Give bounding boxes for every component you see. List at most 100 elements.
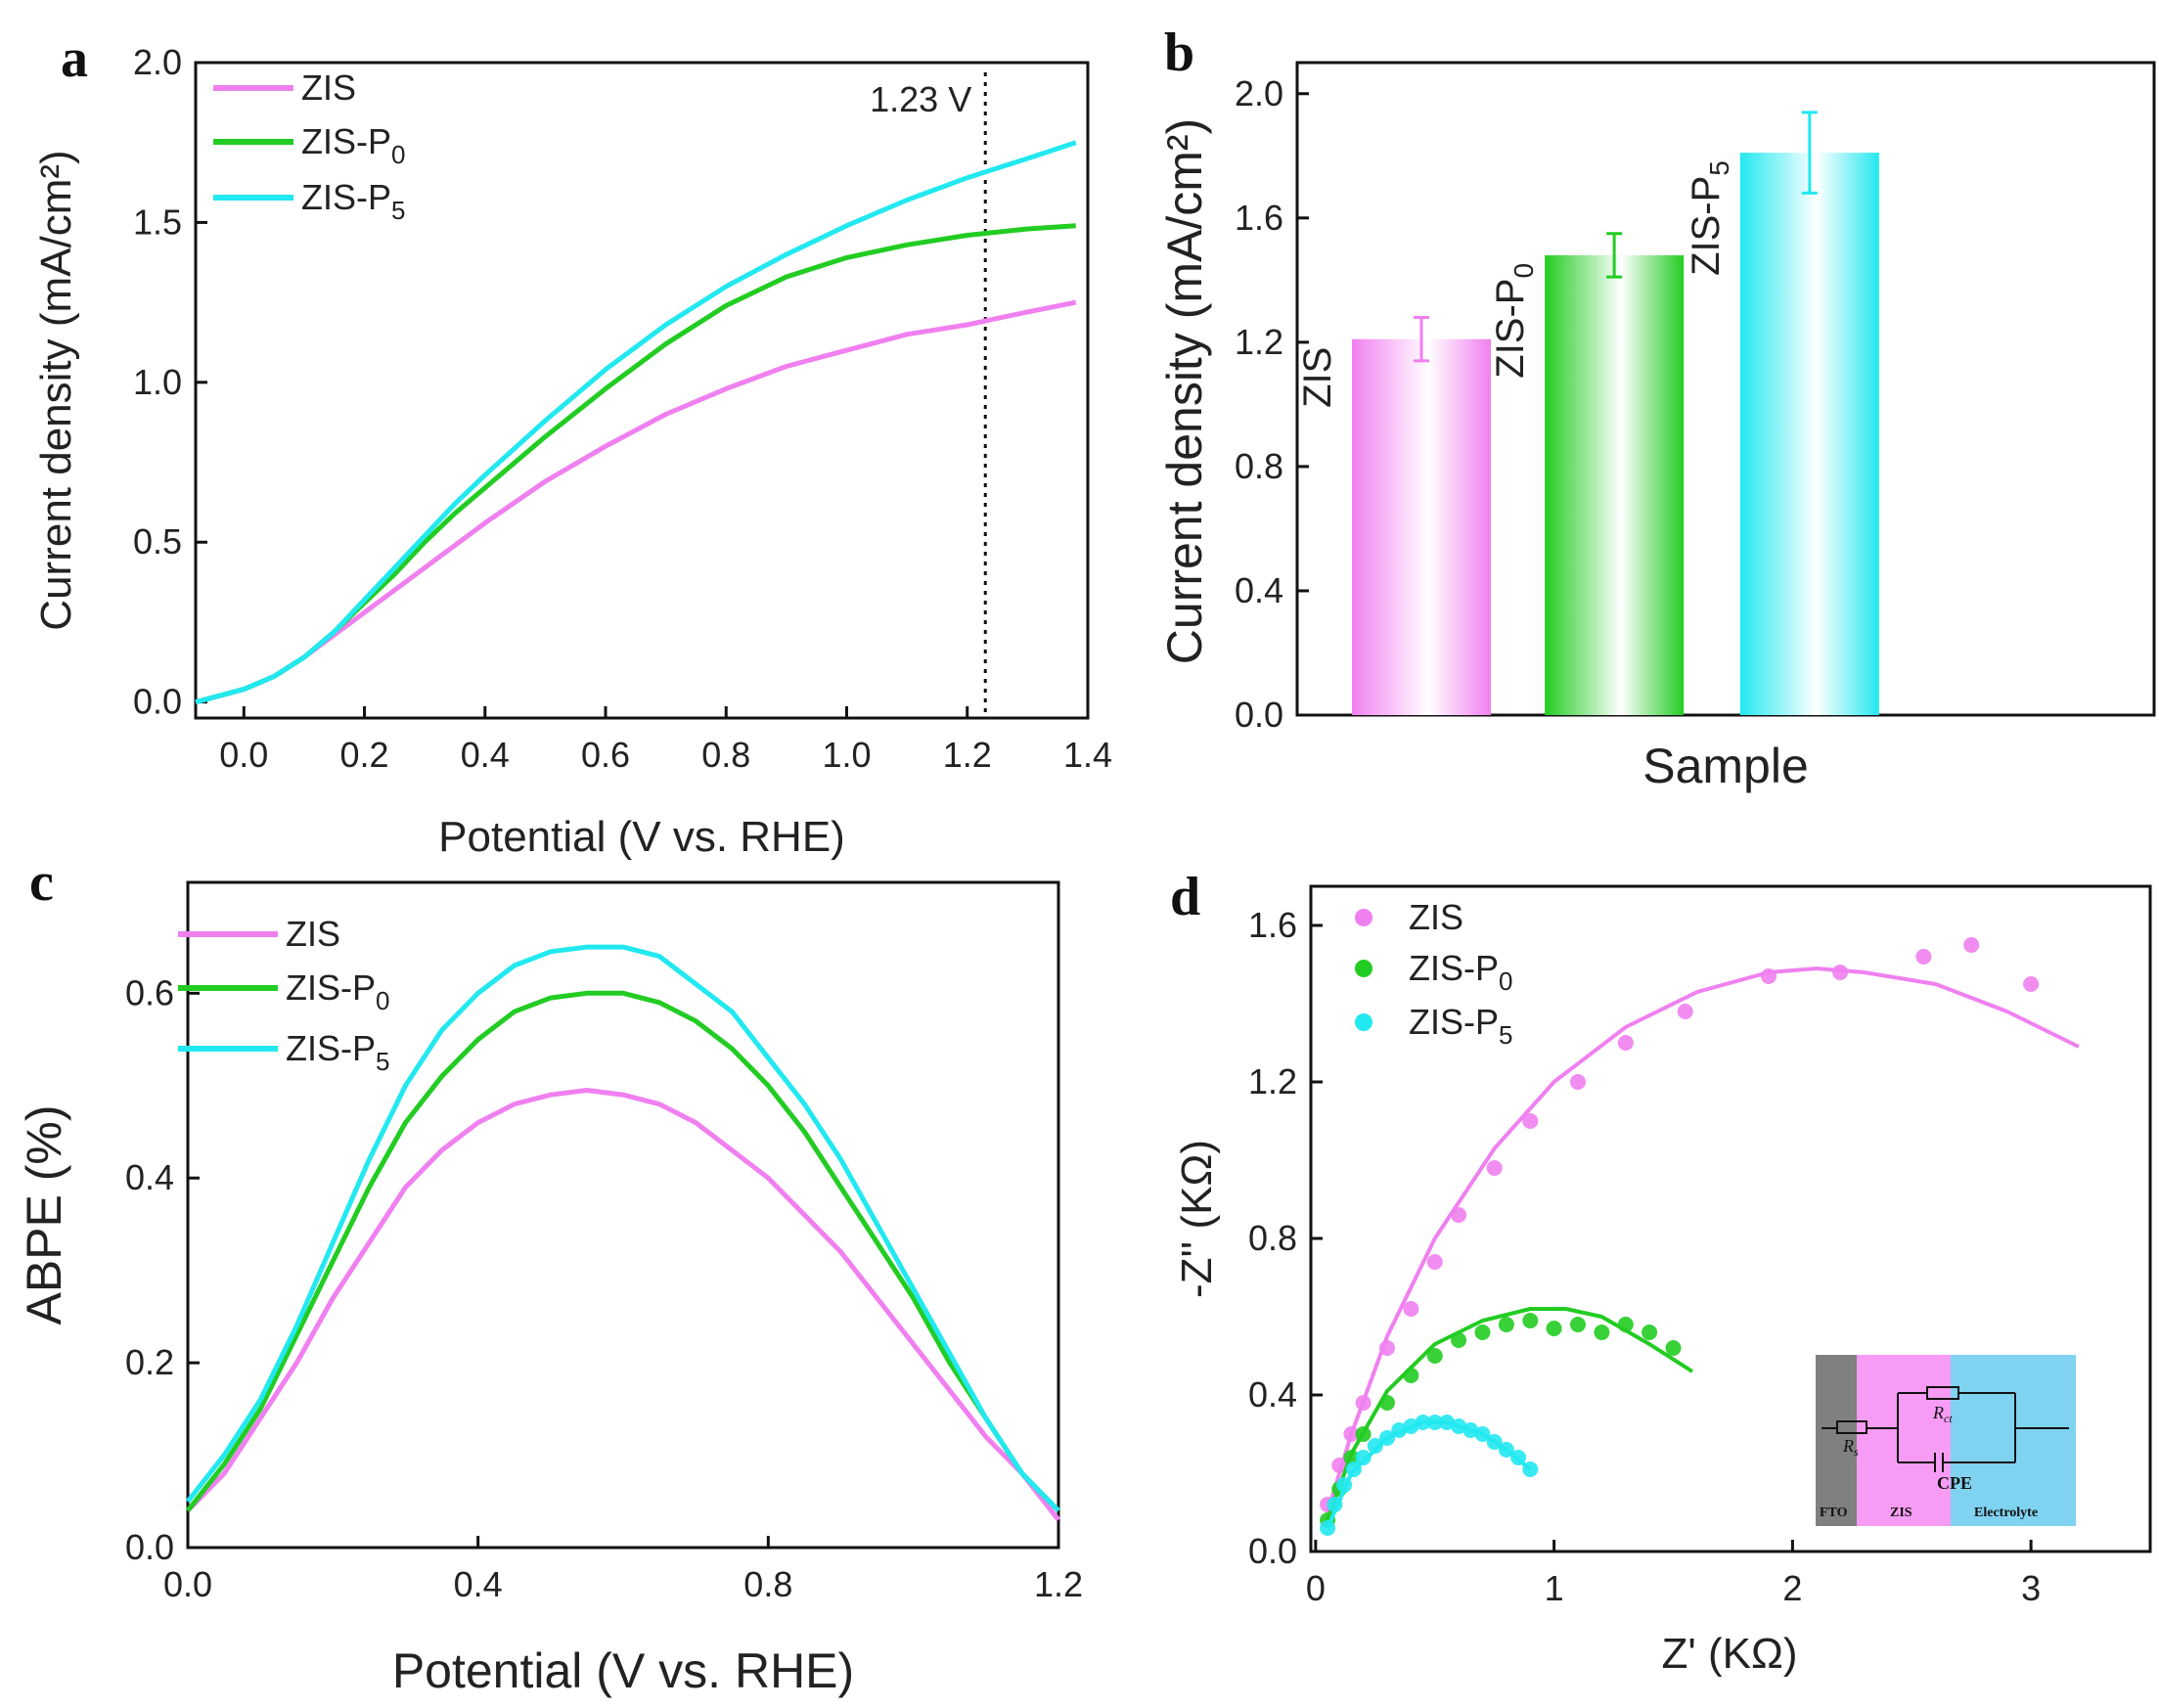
- inset-rs-label: Rs: [1842, 1436, 1859, 1459]
- panel-d-point-zis: [1832, 965, 1849, 980]
- panel-d-point-zis: [1570, 1074, 1586, 1090]
- panel-c-ytick-label: 0.2: [125, 1342, 174, 1382]
- panel-letter-d: d: [1170, 867, 1200, 927]
- panel-a-xtick-label: 0.6: [581, 735, 630, 775]
- panel-d-xtick-label: 1: [1545, 1568, 1564, 1608]
- panel-d-point-zis-p0: [1594, 1325, 1610, 1340]
- panel-a-line-chart: a 0.0 0.5 1.0 1.5 2.0 0.0 0.2 0.4 0.6 0.8 1.0 1.2 1.…: [32, 28, 1112, 861]
- panel-d-point-zis-p5: [1379, 1430, 1395, 1446]
- legend-d-zis-marker: [1355, 909, 1372, 926]
- panel-a-plot-frame: [194, 61, 1090, 720]
- panel-d-point-zis: [1486, 1160, 1503, 1176]
- panel-b-xlabel: Sample: [1642, 739, 1809, 793]
- panel-d-point-zis-p5: [1367, 1438, 1383, 1454]
- panel-d-point-zis-p0: [1498, 1317, 1514, 1332]
- inset-circuit-wires: [1822, 1386, 2069, 1472]
- inset-zis-label: ZIS: [1890, 1506, 1912, 1520]
- panel-d-point-zis-p0: [1474, 1325, 1491, 1340]
- panel-d-ytick-label: 0.4: [1248, 1374, 1297, 1415]
- panel-d-point-zis-p0: [1570, 1317, 1586, 1332]
- panel-d-point-zis: [1522, 1113, 1539, 1129]
- panel-d-point-zis: [1331, 1458, 1348, 1473]
- panel-b-ytick-label: 0.0: [1235, 695, 1283, 735]
- panel-b-ytick-label: 1.2: [1235, 322, 1283, 362]
- panel-b-ytick-label: 0.4: [1235, 570, 1283, 610]
- panel-d-point-zis: [1403, 1301, 1419, 1317]
- panel-d-point-zis-p5: [1498, 1442, 1514, 1458]
- panel-d-ytick-label: 0.8: [1248, 1218, 1297, 1258]
- panel-d-point-zis-p5: [1327, 1497, 1343, 1512]
- inset-rct-label: Rct: [1932, 1403, 1953, 1425]
- panel-d-point-zis: [1617, 1035, 1634, 1051]
- panel-a-ylabel: Current density (mA/cm²): [32, 150, 80, 630]
- panel-d-point-zis: [1761, 968, 1777, 984]
- panel-a-xlabel: Potential (V vs. RHE): [438, 813, 845, 861]
- panel-d-axes: 0.0 0.4 0.8 1.2 1.6 0 1 2 3: [1248, 905, 2041, 1608]
- panel-a-xtick-label: 0.8: [701, 735, 750, 775]
- panel-d-point-zis: [1677, 1004, 1693, 1019]
- inset-cpe-label: CPE: [1937, 1473, 1972, 1493]
- panel-c-series: [186, 944, 1060, 1522]
- panel-d-point-zis-p0: [1379, 1395, 1395, 1411]
- legend-d-zis-p0-label: ZIS-P0: [1409, 948, 1512, 996]
- panel-b-ytick-label: 2.0: [1235, 73, 1283, 113]
- panel-a-xtick-label: 0.2: [340, 735, 389, 775]
- panel-a-series-zis-p5: [195, 140, 1077, 705]
- legend-a-zis-label: ZIS: [301, 67, 356, 108]
- panel-c-legend: ZIS ZIS-P0 ZIS-P5: [178, 914, 389, 1076]
- panel-c-ylabel: ABPE (%): [17, 1104, 71, 1325]
- panel-a-legend: ZIS ZIS-P0 ZIS-P5: [213, 67, 405, 225]
- panel-d-ytick-label: 0.0: [1248, 1531, 1297, 1571]
- panel-d-xtick-label: 2: [1782, 1568, 1802, 1608]
- panel-d-point-zis: [1451, 1207, 1467, 1223]
- panel-d-point-zis-p0: [1522, 1313, 1539, 1328]
- panel-d-point-zis-p5: [1510, 1450, 1527, 1465]
- panel-c-xlabel: Potential (V vs. RHE): [392, 1643, 854, 1698]
- bar-zis-p0: [1545, 254, 1685, 715]
- panel-c-xtick-label: 0.8: [743, 1564, 792, 1604]
- panel-d-point-zis-p5: [1451, 1418, 1467, 1434]
- panel-c-series-zis-p0: [186, 990, 1060, 1512]
- panel-d-point-zis-p0: [1403, 1368, 1419, 1383]
- panel-c-xtick-label: 0.0: [163, 1564, 212, 1604]
- legend-a-zis-p0-label: ZIS-P0: [301, 121, 405, 169]
- legend-d-zis-p5-label: ZIS-P5: [1409, 1002, 1512, 1050]
- panel-d-ytick-label: 1.6: [1248, 905, 1297, 945]
- panel-d-ytick-label: 1.2: [1248, 1061, 1297, 1101]
- panel-d-fit-zis: [1326, 966, 2080, 1513]
- panel-letter-b: b: [1164, 22, 1194, 83]
- inset-electrolyte-layer: [1951, 1355, 2076, 1526]
- panel-c-ytick-label: 0.6: [125, 972, 174, 1012]
- legend-c-zis-p5-label: ZIS-P5: [286, 1028, 389, 1076]
- bar-zis-p5: [1739, 153, 1879, 716]
- panel-d-point-zis-p0: [1617, 1317, 1634, 1332]
- panel-d-point-zis-p5: [1355, 1450, 1372, 1465]
- panel-d-ylabel: -Z'' (KΩ): [1173, 1140, 1221, 1298]
- panel-d-point-zis-p0: [1426, 1348, 1443, 1364]
- panel-d-point-zis-p5: [1336, 1477, 1353, 1493]
- panel-letter-c: c: [29, 852, 54, 913]
- panel-d-point-zis-p5: [1391, 1422, 1408, 1438]
- panel-c-line-chart: c 0.0 0.2 0.4 0.6 0.0 0.4 0.8 1.2 ZIS ZIS-P0 ZI…: [17, 852, 1083, 1698]
- panel-d-point-zis-p5: [1403, 1418, 1419, 1434]
- inset-fto-label: FTO: [1820, 1506, 1848, 1520]
- legend-d-zis-label: ZIS: [1409, 897, 1463, 937]
- panel-d-point-zis: [1915, 949, 1932, 965]
- panel-a-series: [195, 140, 1077, 705]
- inset-fto-layer: [1816, 1355, 1857, 1526]
- panel-c-xtick-label: 0.4: [454, 1564, 503, 1604]
- legend-a-zis-p5-label: ZIS-P5: [301, 177, 405, 225]
- bar-label-zis-p5: ZIS-P5: [1685, 160, 1734, 276]
- panel-d-xlabel: Z' (KΩ): [1661, 1630, 1797, 1678]
- panel-d-point-zis: [1355, 1395, 1372, 1411]
- panel-c-plot-frame: [186, 880, 1060, 1550]
- panel-a-xtick-label: 0.0: [219, 735, 268, 775]
- panel-b-ylabel: Current density (mA/cm²): [1157, 118, 1212, 664]
- panel-b-ytick-label: 1.6: [1235, 198, 1283, 238]
- panel-letter-a: a: [61, 28, 88, 89]
- panel-a-ytick-label: 0.5: [133, 521, 182, 562]
- panel-d-xtick-label: 0: [1306, 1568, 1326, 1608]
- bar-label-zis: ZIS: [1296, 347, 1339, 408]
- panel-b-bars: ZIS ZIS-P0 ZIS-P5: [1296, 111, 1879, 716]
- panel-c-ytick-label: 0.4: [125, 1157, 174, 1197]
